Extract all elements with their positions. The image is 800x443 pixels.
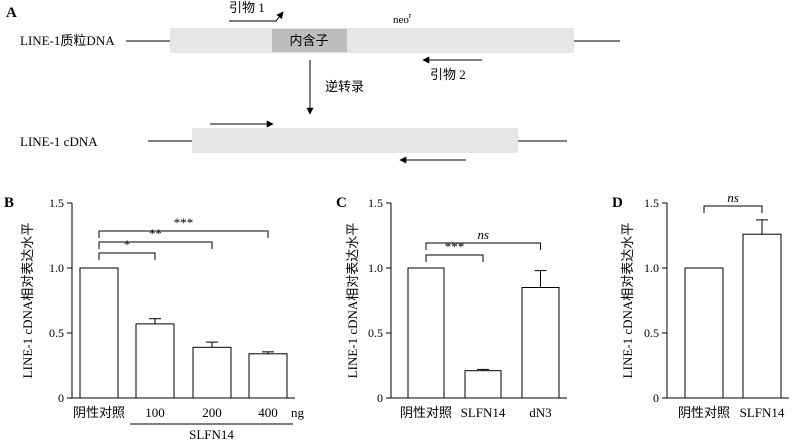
plasmid-box (170, 28, 574, 53)
significance-label: * (124, 237, 131, 252)
neo-text: neo (393, 14, 409, 26)
bar (192, 346, 232, 399)
cdna-label: LINE-1 cDNA (20, 134, 98, 149)
bar (248, 353, 288, 399)
significance-label: *** (445, 239, 465, 254)
plasmid-label: LINE-1质粒DNA (20, 33, 115, 48)
y-tick-label: 0 (377, 391, 383, 405)
y-tick-label: 1.0 (49, 261, 64, 275)
y-tick-label: 0.5 (49, 326, 64, 340)
neo-superscript: r (409, 11, 412, 20)
panel-letter-a: A (6, 5, 17, 21)
y-tick-label: 1.0 (368, 261, 383, 275)
bar (684, 267, 724, 399)
bar (464, 370, 502, 399)
category-label: 阴性对照 (400, 405, 452, 420)
y-tick-label: 0 (58, 391, 64, 405)
significance-bracket (98, 252, 156, 260)
y-axis-label: LINE-1 cDNA相对表达水平 (345, 223, 360, 379)
bar (521, 287, 560, 399)
bar (407, 267, 445, 399)
primer1-label: 引物 1 (229, 0, 265, 15)
cdna-box (192, 128, 518, 153)
panel-letter-b: B (4, 195, 14, 211)
y-axis-label: LINE-1 cDNA相对表达水平 (20, 223, 35, 379)
category-label: SLFN14 (740, 405, 785, 420)
intron-label: 内含子 (289, 33, 328, 48)
significance-bracket (425, 242, 541, 250)
y-tick-label: 1.0 (644, 261, 659, 275)
y-tick-label: 0.5 (644, 326, 659, 340)
bar (79, 267, 119, 399)
significance-bracket (98, 241, 213, 249)
intron-box (272, 29, 347, 52)
significance-label: ** (149, 226, 162, 241)
category-label: SLFN14 (461, 405, 506, 420)
significance-label: ns (727, 190, 739, 205)
x-axis-label: SLFN14 (189, 427, 234, 442)
significance-label: ns (477, 227, 489, 242)
bar (742, 233, 782, 399)
rt-label: 逆转录 (325, 79, 364, 94)
category-label: dN3 (529, 405, 551, 420)
y-tick-label: 0.5 (368, 326, 383, 340)
bar (135, 323, 175, 399)
category-label: 阴性对照 (73, 405, 125, 420)
y-tick-label: 0 (653, 391, 659, 405)
category-label: 阴性对照 (678, 405, 730, 420)
panel-letter-d: D (612, 195, 623, 211)
category-label: 200 (202, 405, 222, 420)
y-tick-label: 1.5 (644, 196, 659, 210)
significance-bracket (425, 254, 484, 262)
significance-label: *** (174, 215, 194, 230)
category-unit: ng (291, 405, 305, 420)
y-tick-label: 1.5 (49, 196, 64, 210)
panel-letter-c: C (336, 195, 347, 211)
primer2-label: 引物 2 (430, 67, 466, 82)
primer1-arrow (229, 11, 284, 22)
significance-bracket (703, 205, 763, 213)
neo-label: neor (393, 11, 412, 26)
category-label: 100 (145, 405, 165, 420)
schematic-panel: A LINE-1质粒DNA 内含子 引物 1 neor 引物 2 逆转录 LIN… (6, 0, 620, 164)
y-tick-label: 1.5 (368, 196, 383, 210)
y-axis-label: LINE-1 cDNA相对表达水平 (620, 223, 635, 379)
significance-bracket (98, 230, 269, 238)
category-label: 400 (258, 405, 278, 420)
